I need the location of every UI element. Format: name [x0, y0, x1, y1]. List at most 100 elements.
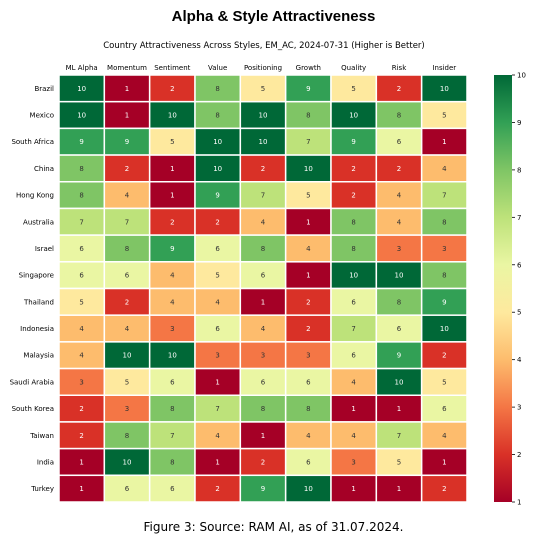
- cell-value-label: 9: [79, 138, 83, 146]
- heatmap-chart: Country Attractiveness Across Styles, EM…: [10, 41, 526, 507]
- cell-value-label: 6: [215, 325, 220, 333]
- cell-value-label: 6: [397, 138, 402, 146]
- cell-value-label: 2: [442, 485, 446, 493]
- cell-value-label: 7: [261, 192, 265, 200]
- cell-value-label: 1: [170, 165, 174, 173]
- cell-value-label: 3: [215, 352, 219, 360]
- column-label: ML Alpha: [66, 64, 98, 72]
- heatmap-cell: [239, 474, 287, 503]
- cell-value-label: 4: [442, 432, 447, 440]
- heatmap-cell: [420, 234, 468, 263]
- heatmap-cell: [330, 181, 378, 210]
- cell-value-label: 6: [170, 485, 175, 493]
- heatmap-cell: [239, 447, 287, 477]
- cell-value-label: 10: [259, 112, 268, 120]
- heatmap-cell: [239, 394, 287, 423]
- cell-value-label: 7: [442, 192, 446, 200]
- row-label: South Korea: [12, 405, 54, 413]
- colorbar-tick-label: 10: [517, 72, 526, 80]
- column-label: Insider: [432, 64, 456, 72]
- heatmap-cell: [58, 181, 106, 210]
- row-label: Thailand: [23, 298, 54, 306]
- heatmap-cell: [420, 100, 468, 130]
- cell-value-label: 8: [351, 218, 355, 226]
- row-label: Hong Kong: [16, 192, 54, 200]
- heatmap-cell: [239, 341, 287, 370]
- cell-value-label: 6: [397, 325, 402, 333]
- heatmap-cell: [284, 447, 332, 477]
- heatmap-cell: [284, 261, 332, 290]
- heatmap-cell: [375, 341, 423, 370]
- heatmap-cell: [330, 421, 378, 450]
- figure-caption: Figure 3: Source: RAM AI, as of 31.07.20…: [143, 520, 404, 534]
- heatmap-cell: [420, 314, 468, 343]
- column-label: Growth: [296, 64, 321, 72]
- cell-value-label: 1: [215, 458, 219, 466]
- cell-value-label: 7: [79, 218, 83, 226]
- cell-value-label: 9: [306, 85, 310, 93]
- cell-value-label: 10: [213, 165, 222, 173]
- cell-value-label: 10: [440, 85, 449, 93]
- cell-value-label: 8: [261, 405, 265, 413]
- cell-value-label: 2: [125, 298, 129, 306]
- cell-value-label: 2: [215, 485, 219, 493]
- cell-value-label: 9: [351, 138, 355, 146]
- column-label: Momentum: [107, 64, 147, 72]
- cell-value-label: 10: [440, 325, 449, 333]
- cell-value-label: 10: [168, 352, 177, 360]
- cell-value-label: 9: [397, 352, 401, 360]
- heatmap-cell: [58, 234, 106, 263]
- cell-value-label: 3: [261, 352, 265, 360]
- cell-value-label: 6: [442, 405, 447, 413]
- cell-value-label: 4: [170, 298, 175, 306]
- cell-value-label: 8: [442, 272, 446, 280]
- cell-value-label: 8: [79, 165, 83, 173]
- cell-value-label: 5: [170, 138, 174, 146]
- cell-value-label: 7: [125, 218, 129, 226]
- cell-value-label: 1: [442, 138, 446, 146]
- heatmap-cell: [420, 74, 468, 103]
- heatmap-cell: [58, 127, 106, 156]
- cell-value-label: 1: [397, 405, 401, 413]
- cell-value-label: 5: [351, 85, 355, 93]
- row-label: Malaysia: [23, 352, 54, 360]
- heatmap-cell: [330, 74, 378, 103]
- colorbar-tick-label: 4: [517, 356, 522, 364]
- cell-value-label: 4: [170, 272, 175, 280]
- cell-value-label: 7: [306, 138, 310, 146]
- heatmap-cell: [284, 74, 332, 103]
- colorbar-tick-label: 6: [517, 261, 522, 269]
- cell-value-label: 8: [306, 405, 310, 413]
- cell-value-label: 1: [125, 85, 129, 93]
- cell-value-label: 6: [79, 272, 84, 280]
- cell-value-label: 5: [442, 378, 446, 386]
- heatmap-cell: [375, 287, 423, 316]
- cell-value-label: 4: [125, 192, 130, 200]
- cell-value-label: 10: [349, 272, 358, 280]
- heatmap-cell: [194, 447, 242, 477]
- cell-value-label: 6: [125, 485, 130, 493]
- cell-value-label: 2: [215, 218, 219, 226]
- cell-value-label: 3: [397, 245, 401, 253]
- cell-value-label: 10: [77, 85, 86, 93]
- cell-value-label: 5: [125, 378, 129, 386]
- row-label: Brazil: [34, 85, 54, 93]
- heatmap-cell: [239, 154, 287, 183]
- heatmap-cell: [103, 474, 151, 503]
- cell-value-label: 4: [397, 218, 402, 226]
- cell-value-label: 9: [442, 298, 446, 306]
- cell-value-label: 2: [351, 192, 355, 200]
- colorbar-tick-label: 9: [517, 119, 521, 127]
- cell-value-label: 4: [306, 432, 311, 440]
- cell-value-label: 10: [395, 272, 404, 280]
- cell-value-label: 8: [125, 432, 129, 440]
- cell-value-label: 8: [306, 112, 310, 120]
- heatmap-cell: [194, 341, 242, 370]
- colorbar: 1 2 3 4 5 6 7 8 9 10: [494, 72, 526, 507]
- heatmap-cell: [194, 314, 242, 343]
- cell-value-label: 8: [79, 192, 83, 200]
- cell-value-label: 8: [215, 85, 219, 93]
- heatmap-cell: [375, 447, 423, 477]
- heatmap-cell: [284, 100, 332, 130]
- heatmap-cell: [420, 474, 468, 503]
